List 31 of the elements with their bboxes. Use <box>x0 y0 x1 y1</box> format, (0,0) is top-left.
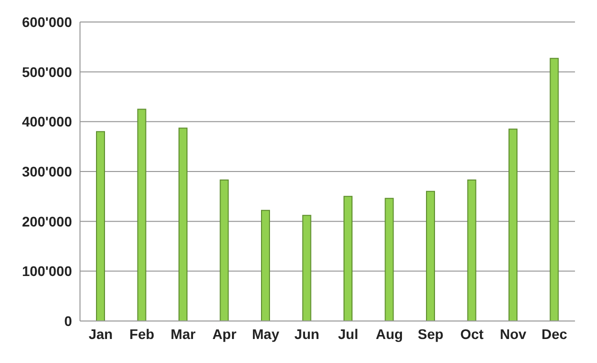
x-tick-label: Dec <box>542 326 568 342</box>
bar <box>137 108 146 321</box>
bar <box>550 58 559 321</box>
y-tick-label: 0 <box>64 312 72 329</box>
bar <box>178 128 188 321</box>
x-tick-label: Sep <box>418 326 444 342</box>
x-tick-label: Feb <box>129 326 154 342</box>
bar <box>467 179 476 321</box>
y-tick-label: 500'000 <box>22 64 72 80</box>
bar <box>96 131 105 321</box>
x-tick-label: Jun <box>294 326 320 342</box>
y-tick-label: 400'000 <box>22 114 72 130</box>
bar <box>261 210 270 321</box>
x-tick-label: Aug <box>376 326 403 342</box>
y-tick-label: 300'000 <box>22 163 72 180</box>
x-tick-label: Nov <box>500 326 527 342</box>
x-tick-label: Mar <box>170 326 196 342</box>
bar <box>220 179 229 321</box>
bar <box>384 198 394 321</box>
x-tick-label: May <box>252 326 280 342</box>
x-tick-label: Apr <box>212 326 237 342</box>
bar <box>302 214 312 321</box>
x-tick-label: Oct <box>460 326 484 342</box>
y-tick-label: 600'000 <box>22 14 72 30</box>
bar <box>508 128 518 321</box>
x-tick-label: Jul <box>338 326 358 342</box>
x-tick-label: Jan <box>88 326 113 342</box>
y-tick-label: 200'000 <box>22 213 72 230</box>
y-tick-label: 100'000 <box>22 263 72 280</box>
bar <box>426 190 435 321</box>
bar <box>344 196 352 321</box>
